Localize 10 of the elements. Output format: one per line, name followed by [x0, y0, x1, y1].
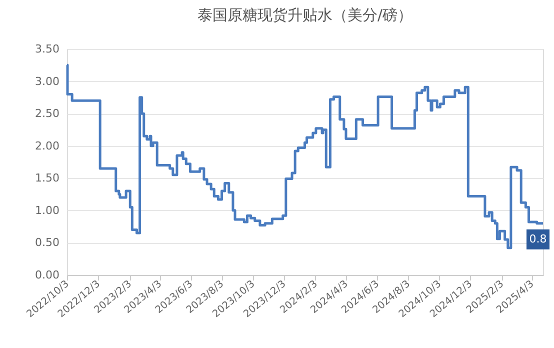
y-tick-label: 1.00	[35, 204, 60, 217]
y-tick-label: 3.50	[35, 42, 60, 56]
y-tick-label: 3.00	[35, 74, 60, 88]
y-tick-label: 2.00	[35, 139, 60, 152]
annotation: 0.8	[529, 232, 547, 246]
chart-title: 泰国原糖现货升贴水（美分/磅）	[197, 6, 413, 24]
y-tick-label: 0.00	[35, 268, 60, 282]
y-tick-label: 0.50	[35, 236, 60, 250]
y-tick-label: 1.50	[35, 172, 60, 185]
y-tick-label: 2.50	[35, 107, 60, 120]
